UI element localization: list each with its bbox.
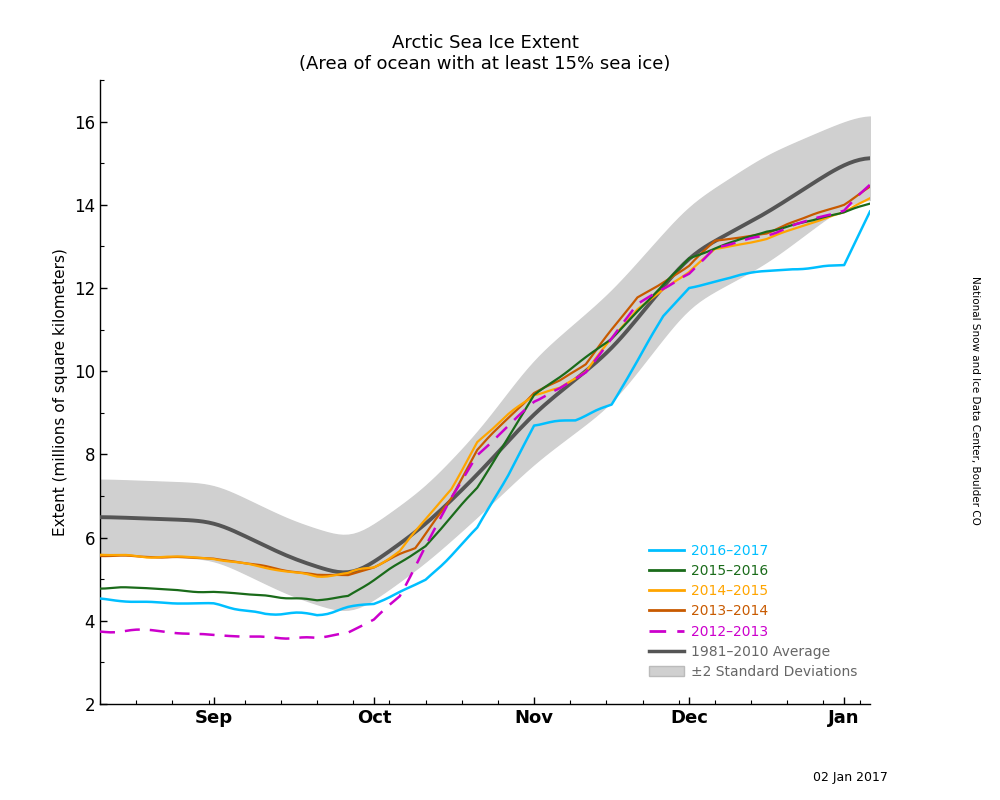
Text: National Snow and Ice Data Center, Boulder CO: National Snow and Ice Data Center, Bould… — [970, 275, 980, 525]
Y-axis label: Extent (millions of square kilometers): Extent (millions of square kilometers) — [53, 248, 68, 536]
Text: 02 Jan 2017: 02 Jan 2017 — [813, 771, 887, 784]
Title: Arctic Sea Ice Extent
(Area of ocean with at least 15% sea ice): Arctic Sea Ice Extent (Area of ocean wit… — [299, 34, 671, 73]
Legend: 2016–2017, 2015–2016, 2014–2015, 2013–2014, 2012–2013, 1981–2010 Average, ±2 Sta: 2016–2017, 2015–2016, 2014–2015, 2013–20… — [644, 538, 863, 685]
